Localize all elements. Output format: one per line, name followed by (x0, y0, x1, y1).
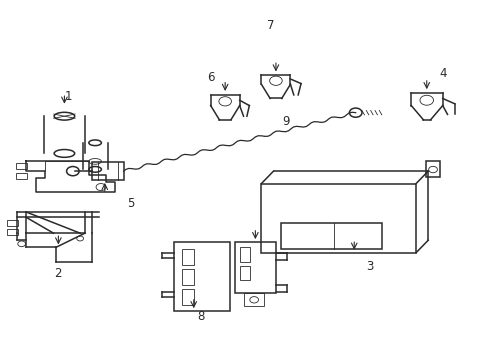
Bar (181, 289, 193, 305)
Bar (425, 161, 439, 177)
Text: 3: 3 (366, 260, 373, 273)
Bar (92, 162, 123, 180)
Text: 5: 5 (127, 197, 134, 210)
Bar (181, 249, 193, 265)
Text: 2: 2 (55, 267, 62, 280)
Bar (16, 163, 27, 169)
Bar (261, 184, 415, 253)
Bar (239, 247, 250, 261)
Text: 9: 9 (281, 115, 289, 128)
Text: 4: 4 (438, 67, 446, 80)
Text: 8: 8 (197, 310, 204, 323)
Bar (181, 269, 193, 284)
Bar (7, 229, 18, 235)
Text: 1: 1 (64, 90, 72, 103)
Bar (174, 242, 229, 311)
Bar (234, 242, 275, 293)
Text: 6: 6 (206, 71, 214, 84)
Bar (7, 220, 18, 226)
Bar (239, 266, 250, 280)
Bar (280, 222, 382, 249)
Bar (16, 172, 27, 179)
Text: 7: 7 (267, 19, 274, 32)
Bar (244, 293, 264, 306)
